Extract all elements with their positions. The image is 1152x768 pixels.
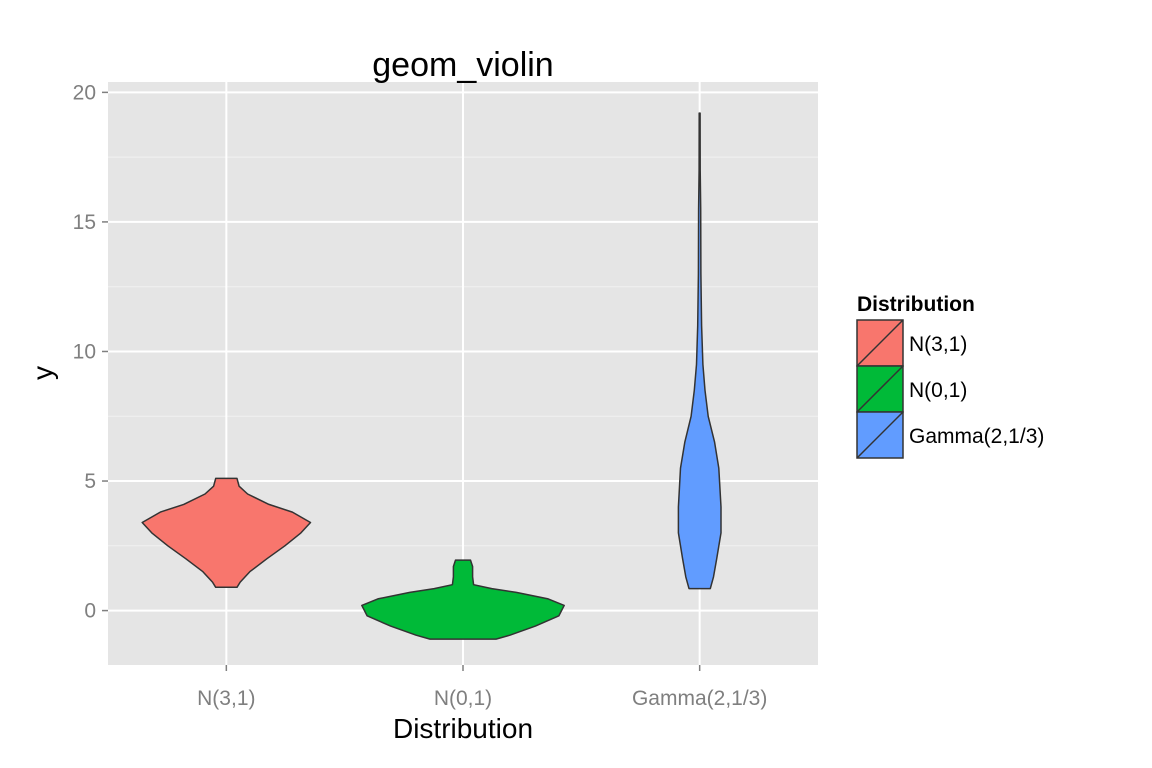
- y-tick-label: 15: [73, 211, 96, 234]
- x-tick-label: Gamma(2,1/3): [632, 687, 767, 710]
- legend-label: Gamma(2,1/3): [909, 425, 1044, 448]
- y-tick-label: 5: [84, 470, 96, 493]
- legend-label: N(3,1): [909, 333, 967, 356]
- legend-key-slash: [856, 411, 904, 459]
- legend-item: N(0,1): [856, 365, 967, 413]
- y-axis: 0 5 10 15 20: [73, 81, 108, 623]
- violins: [141, 112, 722, 640]
- x-axis: N(3,1) N(0,1) Gamma(2,1/3): [197, 665, 767, 710]
- x-tick-label: N(3,1): [197, 687, 255, 710]
- x-tick-label: N(0,1): [434, 687, 492, 710]
- x-axis-title: Distribution: [393, 713, 533, 744]
- chart-title: geom_violin: [372, 46, 553, 84]
- legend-title: Distribution: [857, 293, 975, 316]
- legend-label: N(0,1): [909, 379, 967, 402]
- y-tick-label: 10: [73, 340, 96, 363]
- legend-item: Gamma(2,1/3): [856, 411, 1044, 459]
- legend-item: N(3,1): [856, 319, 967, 367]
- violin-3: [677, 112, 722, 590]
- y-tick-label: 0: [84, 600, 96, 623]
- legend-key-slash: [856, 319, 904, 367]
- y-axis-title: y: [27, 366, 58, 380]
- y-tick-label: 20: [73, 81, 96, 104]
- violin-1: [141, 477, 312, 589]
- legend-key-slash: [856, 365, 904, 413]
- legend: Distribution N(3,1) N(0,1) Gamma(2,1/3): [856, 293, 1044, 459]
- violin-2: [361, 559, 565, 640]
